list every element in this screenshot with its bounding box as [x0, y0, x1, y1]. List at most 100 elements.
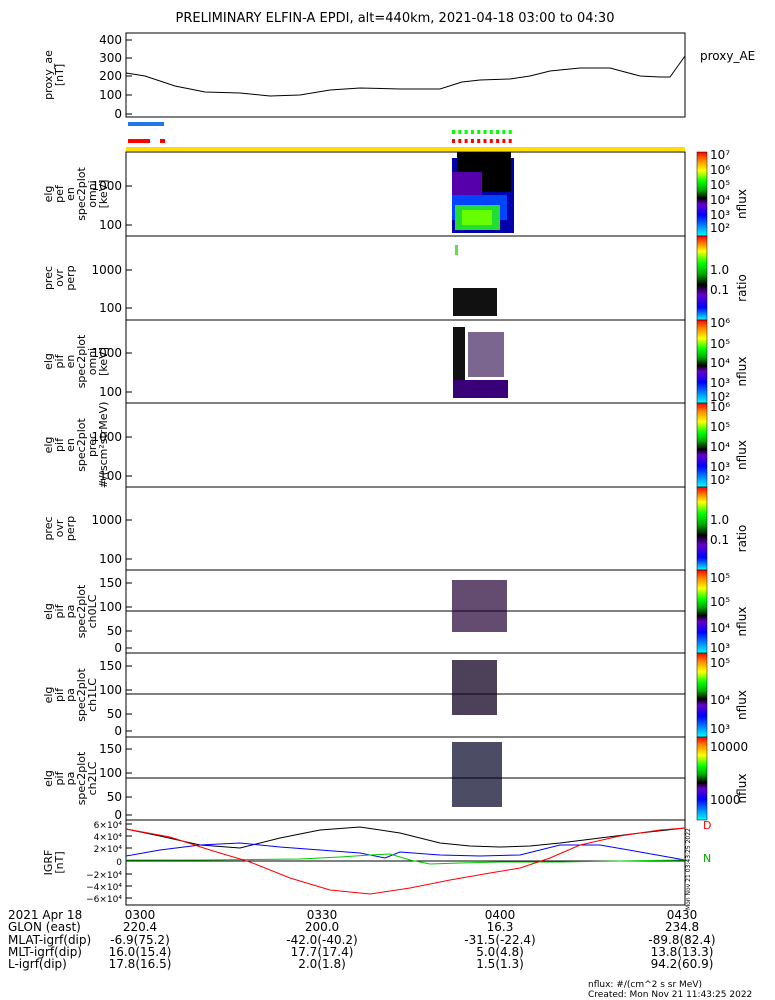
footer-created: Created: Mon Nov 21 11:43:25 2022	[588, 990, 752, 1000]
ae-legend: proxy_AE	[700, 49, 755, 63]
cbar-label: nflux	[735, 189, 749, 219]
ytick-label: 1000	[91, 430, 122, 444]
bottom-cell: -31.5(-22.4)	[464, 933, 535, 947]
cbar-tick-label: 1000	[710, 793, 741, 807]
green-dash	[508, 130, 512, 134]
ylabel-line: pif	[53, 353, 66, 368]
green-dash	[452, 130, 455, 134]
green-dash	[489, 130, 493, 134]
red-dash	[502, 139, 506, 143]
igrf-total-line	[125, 826, 686, 849]
s6-dark	[452, 580, 507, 632]
ytick-label: 100	[99, 218, 122, 232]
ylabel-line: ch1LC	[86, 678, 99, 712]
bottom-cell: 17.7(17.4)	[291, 945, 354, 959]
cbar-tick-label: 10⁴	[710, 193, 730, 207]
cbar-tick-label: 10⁵	[710, 571, 730, 585]
red-dash	[470, 139, 474, 143]
cbar-tick-label: 10⁴	[710, 440, 730, 454]
ytick-label: 100	[99, 683, 122, 697]
green-dash	[458, 130, 462, 134]
red-dash	[508, 139, 512, 143]
ytick-label: 100	[99, 385, 122, 399]
bottom-cell: GLON (east)	[8, 920, 81, 934]
s3-purple	[453, 380, 508, 398]
cbar-tick-label: 10000	[710, 740, 748, 754]
cbar-tick-label: 10⁵	[710, 656, 730, 670]
s1-lime	[462, 210, 492, 225]
bottom-cell: L-igrf(dip)	[8, 957, 67, 971]
ylabel-line: pif	[53, 770, 66, 785]
ylabel-line: pa	[64, 605, 77, 619]
cbar-tick-label: 10⁵	[710, 595, 730, 609]
ytick-label: 0	[114, 107, 122, 121]
red-dash	[458, 139, 462, 143]
red-dash	[496, 139, 500, 143]
cbar-tick-label: 10⁴	[710, 621, 730, 635]
ylabel-line: pif	[53, 603, 66, 618]
red-dash	[452, 139, 455, 143]
panel-frame-s2	[125, 235, 686, 321]
ytick-label: 0	[114, 641, 122, 655]
igrf-lines: D N Mon Nov 21 03:43:25 2022	[125, 819, 711, 910]
ylabel-line: [keV]	[97, 347, 110, 376]
ytick-label: 400	[99, 33, 122, 47]
cbar-label: ratio	[735, 274, 749, 302]
red-dash	[464, 139, 468, 143]
ytick-label: 1000	[91, 179, 122, 193]
colorbar-s3	[696, 319, 708, 404]
colorbar-s2	[696, 235, 708, 321]
cbar-tick-label: 0.1	[710, 533, 729, 547]
ylabel-line: elg	[42, 437, 55, 454]
ytick-label: 150	[99, 576, 122, 590]
ylabel-line: spec2plot	[75, 668, 88, 722]
green-dash	[502, 130, 506, 134]
bottom-cell: -42.0(-40.2)	[286, 933, 357, 947]
ylabel-line: spec2plot	[75, 584, 88, 638]
green-dash	[496, 130, 500, 134]
ylabel-line: elg	[42, 687, 55, 704]
ylabel-line: pif	[53, 687, 66, 702]
ylabel-line: pif	[53, 437, 66, 452]
igrf-green-line	[126, 853, 686, 865]
cbar-tick-label: 1.0	[710, 513, 729, 527]
s8-dark	[452, 742, 502, 807]
ytick-label: 1000	[91, 513, 122, 527]
cbar-tick-label: 10³	[710, 208, 730, 222]
status-bars	[126, 122, 685, 151]
ytick-label: 100	[99, 552, 122, 566]
cbar-tick-label: 10²	[710, 390, 730, 404]
ylabel-line: omni	[86, 348, 99, 375]
colorbar-s8	[696, 736, 708, 821]
bottom-cell: MLT-igrf(dip)	[8, 945, 82, 959]
date-stamp: Mon Nov 21 03:43:25 2022	[685, 828, 692, 910]
cbar-tick-label: 10²	[710, 473, 730, 487]
ytick-label: 2×10⁴	[94, 845, 123, 855]
ylabel-line: [keV]	[97, 180, 110, 209]
bottom-cell: 1.5(1.3)	[476, 957, 524, 971]
ytick-label: −4×10⁴	[86, 883, 122, 893]
cbar-label: nflux	[735, 607, 749, 637]
cbar-tick-label: 10⁴	[710, 693, 730, 707]
cbar-tick-label: 10³	[710, 722, 730, 736]
ytick-label: 300	[99, 51, 122, 65]
ylabel-line: spec2plot	[75, 334, 88, 388]
ylabel-line: IGRF	[42, 850, 55, 876]
ylabel-line: prec	[86, 433, 99, 457]
ytick-label: 150	[99, 742, 122, 756]
bottom-cell: 16.0(15.4)	[109, 945, 172, 959]
ylabel-line: spec2plot	[75, 167, 88, 221]
cbar-tick-label: 10³	[710, 460, 730, 474]
panel-frame-s1	[125, 151, 686, 237]
ytick-label: −2×10⁴	[86, 871, 122, 881]
bottom-cell: -6.9(75.2)	[110, 933, 170, 947]
ytick-label: 50	[107, 624, 122, 638]
cbar-tick-label: 0.1	[710, 283, 729, 297]
colorbar-s6	[696, 569, 708, 654]
ylabel-line: prec	[42, 516, 55, 540]
ytick-label: 100	[99, 88, 122, 102]
igrf-red-line	[125, 827, 686, 895]
blue-bar	[128, 122, 164, 126]
panel-stack: 4003002001000proxy_ae[nT]1000100elgpefen…	[42, 32, 749, 906]
ylabel-line: elg	[42, 603, 55, 620]
